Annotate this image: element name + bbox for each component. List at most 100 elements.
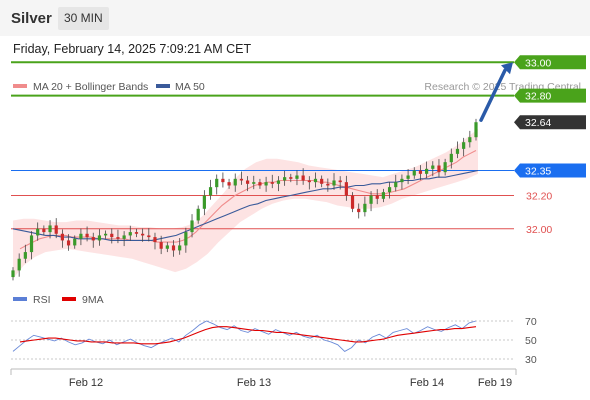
level-label-32-20: 32.20 [526,190,552,202]
candle [85,226,89,242]
candle-body [60,233,64,241]
candle-body [153,237,157,243]
candle [17,253,21,277]
rsi-level-label-70: 70 [525,316,537,328]
rsi-level-label-30: 30 [525,354,537,366]
candle [221,172,225,188]
candle [307,176,311,190]
forecast-arrow-layer [479,62,513,122]
level-tag-text: 32.35 [525,166,551,178]
candle-body [425,168,429,174]
candle-body [66,240,71,246]
candle [258,178,262,189]
candle [54,218,58,239]
candle-body [48,225,52,233]
legend-label-ma50: MA 50 [175,81,205,93]
candle-body [122,235,126,239]
candle-body [252,182,256,184]
candle-body [85,233,89,238]
candle [394,174,398,192]
candle [91,232,95,248]
level-tag-text: 32.20 [526,190,552,202]
candle [73,235,77,249]
timeframe-badge[interactable]: 30 MIN [58,7,109,30]
bollinger-band-fill [13,128,478,279]
datetime-label: Friday, February 14, 2025 7:09:21 AM CET [13,42,252,56]
candle-body [79,233,83,239]
candle [320,175,324,188]
candle-body [326,183,330,186]
candle-body [91,237,95,241]
candle-body [264,182,268,186]
candle-body [270,182,274,184]
candle [190,214,194,238]
candle [97,229,102,246]
candle [171,240,176,257]
forecast-arrow-head [501,62,513,75]
candle-body [233,178,237,186]
candle [11,267,15,281]
candle [116,229,120,244]
level-label-32-35: 32.35 [514,163,586,178]
rsi-level-label-50: 50 [525,335,537,347]
legend-swatch-ma50 [156,84,170,88]
candle-body [178,245,182,251]
instrument-title: Silver [11,10,52,27]
candle [462,137,466,157]
forecast-arrow-shaft [479,68,507,122]
candle-body [455,148,460,154]
candle-body [128,232,132,236]
candle-body [23,252,27,259]
candle [283,170,287,186]
candle-body [307,180,311,183]
candle-body [202,195,206,209]
candle [48,220,52,239]
candle [474,118,478,141]
header-bar: Silver 30 MIN [0,0,590,36]
candle [202,190,206,216]
candle-body [227,182,231,186]
level-tag-text: 32.64 [525,117,551,129]
rsi-legend-swatch [13,297,27,301]
candle-body [104,233,108,236]
candle-body [116,237,120,239]
x-tick-feb14: Feb 14 [410,377,444,389]
level-label-32-64: 32.64 [514,115,586,130]
candle [276,176,281,192]
candle [357,203,361,219]
candle [227,178,231,189]
candle [344,175,348,201]
candle [128,225,132,241]
candle [375,189,379,205]
candle [245,176,250,192]
legend-swatch-bollinger [13,84,27,88]
candle [387,181,392,199]
candle [381,188,385,203]
candle [239,171,244,185]
candle-body [418,170,423,174]
candle-body [110,233,114,238]
candle-body [17,258,21,271]
x-tick-feb19: Feb 19 [478,377,512,389]
candle [332,173,336,190]
candle-body [332,180,336,186]
level-labels-layer: 33.00 32.80 32.64 32.35 32.20 32.00 [514,55,586,236]
candle-body [449,153,453,163]
candle-body [462,142,466,149]
candle [363,196,367,217]
candle-body [73,238,77,246]
candle [36,222,40,241]
candle-body [313,178,318,183]
candle [215,174,219,195]
candle-body [283,177,287,181]
candle-body [184,232,188,246]
candle-body [431,165,435,169]
candle-body [54,225,58,234]
candle [400,174,404,190]
candle-body [190,220,194,233]
candle [412,167,416,179]
candle-body [443,162,447,173]
candle [104,230,108,239]
candle-body [147,235,151,238]
candle [233,173,237,192]
